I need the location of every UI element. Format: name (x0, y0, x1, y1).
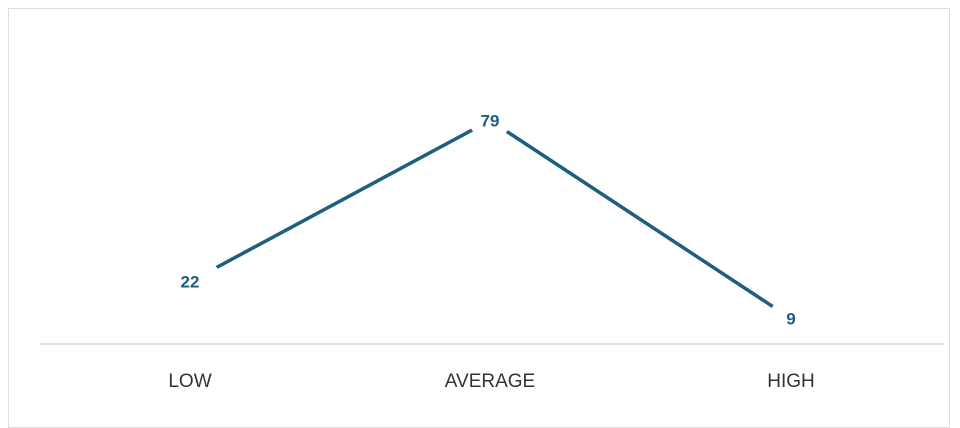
data-label-0: 22 (181, 273, 200, 292)
series-line (189, 118, 792, 320)
x-tick-label-high: HIGH (767, 371, 815, 392)
data-label-1: 79 (481, 111, 500, 130)
point-gap-2 (769, 296, 813, 341)
x-tick-label-low: LOW (168, 371, 211, 392)
data-labels: 22 79 9 (181, 111, 796, 328)
point-gap-1 (468, 95, 512, 140)
data-label-2: 9 (786, 310, 795, 329)
point-gap-0 (178, 259, 222, 304)
chart-frame (8, 8, 950, 428)
x-tick-labels: LOW AVERAGE HIGH (168, 371, 814, 392)
line-chart: 22 79 9 LOW AVERAGE HIGH (40, 95, 944, 392)
x-tick-label-average: AVERAGE (445, 371, 535, 392)
